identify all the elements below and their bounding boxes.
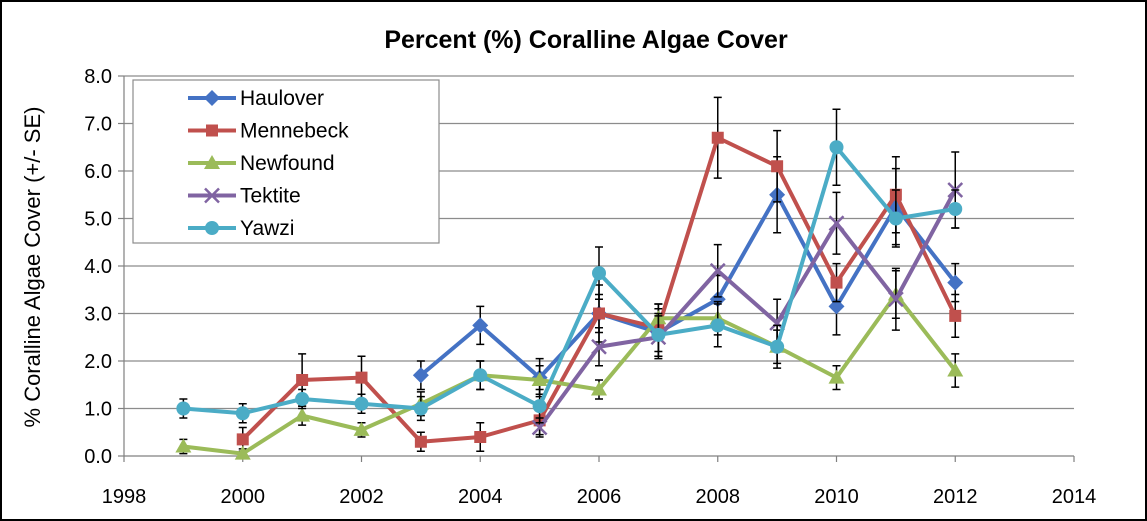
y-tick-label: 1.0: [84, 399, 112, 421]
data-point-yawzi: [651, 327, 666, 342]
legend-item-haulover: Haulover: [188, 87, 324, 110]
y-tick-label: 2.0: [84, 351, 112, 373]
y-tick-label: 6.0: [84, 161, 112, 183]
legend-label-haulover: Haulover: [240, 87, 324, 110]
y-tick-label: 4.0: [84, 256, 112, 278]
legend-item-yawzi: Yawzi: [188, 217, 294, 240]
data-point-tektite: [591, 338, 607, 355]
legend-item-mennebeck: Mennebeck: [188, 120, 349, 143]
x-tick-label: 2000: [221, 486, 266, 508]
data-point-yawzi: [888, 211, 903, 226]
data-point-yawzi: [176, 401, 191, 416]
data-point-yawzi: [473, 368, 488, 383]
data-point-tektite: [709, 262, 726, 279]
legend-box: [132, 79, 440, 244]
chart-title: Percent (%) Coralline Algae Cover: [384, 26, 788, 54]
legend-marker-mennebeck: [206, 124, 218, 137]
legend-label-mennebeck: Mennebeck: [240, 120, 349, 143]
data-point-haulover: [472, 317, 489, 334]
legend-label-yawzi: Yawzi: [240, 217, 294, 240]
data-point-yawzi: [532, 399, 547, 414]
data-point-yawzi: [592, 266, 606, 281]
legend-marker-haulover: [204, 90, 220, 106]
data-point-tektite: [531, 419, 548, 436]
x-tick-label: 2006: [577, 486, 622, 508]
data-point-newfound: [947, 362, 964, 377]
data-point-tektite: [887, 291, 904, 308]
y-tick-label: 8.0: [84, 66, 112, 88]
legend-marker-tektite: [204, 187, 220, 204]
data-point-mennebeck: [593, 307, 605, 320]
data-point-newfound: [531, 372, 548, 386]
data-point-mennebeck: [771, 160, 784, 173]
legend: Haulover Mennebeck Newfound Tektite Yawzi: [132, 79, 440, 244]
data-point-newfound: [294, 407, 311, 422]
data-point-newfound: [828, 369, 845, 384]
data-point-newfound: [591, 381, 607, 396]
y-tick-label: 7.0: [84, 114, 112, 136]
data-point-newfound: [175, 438, 192, 453]
series-line-yawzi: [183, 145, 956, 416]
data-point-mennebeck: [949, 309, 962, 322]
y-tick-label: 5.0: [84, 209, 112, 231]
x-tick-label: 2012: [933, 486, 978, 508]
data-point-mennebeck: [414, 435, 427, 448]
data-point-mennebeck: [474, 431, 487, 443]
x-tick-label: 2010: [814, 486, 859, 508]
legend-marker-yawzi: [205, 221, 219, 235]
legend-marker-newfound: [204, 155, 220, 169]
x-tick-label: 1998: [102, 486, 147, 508]
data-point-mennebeck: [711, 131, 724, 144]
data-point-yawzi: [295, 392, 310, 406]
x-tick-label: 2014: [1052, 486, 1097, 508]
x-tick-label: 2004: [458, 486, 503, 508]
data-point-haulover: [412, 367, 429, 384]
data-point-mennebeck: [296, 374, 309, 386]
legend-item-tektite: Tektite: [188, 185, 301, 208]
legend-label-tektite: Tektite: [240, 185, 301, 208]
series-yawzi: [176, 108, 963, 424]
data-point-yawzi: [354, 396, 369, 411]
y-tick-label: 0.0: [84, 446, 112, 468]
legend-label-newfound: Newfound: [240, 152, 335, 175]
data-point-yawzi: [235, 406, 250, 421]
data-point-yawzi: [829, 140, 844, 155]
y-axis-label: % Coralline Algae Cover (+/- SE): [20, 107, 45, 428]
series-line-haulover: [419, 192, 957, 380]
series-group: [175, 96, 964, 460]
data-point-yawzi: [770, 339, 785, 354]
x-tick-label: 2008: [696, 486, 741, 508]
legend-item-newfound: Newfound: [188, 152, 335, 175]
data-point-mennebeck: [830, 276, 843, 289]
y-tick-label: 3.0: [84, 304, 112, 326]
axes: 0.0 1.0 2.0 3.0 4.0 5.0 6.0 7.0 8.0 1998 2000 2002 2…: [84, 66, 1096, 508]
x-tick-label: 2002: [339, 486, 384, 508]
data-point-newfound: [353, 421, 370, 436]
series-line-tektite: [538, 189, 958, 429]
data-point-newfound: [234, 445, 251, 460]
data-point-mennebeck: [355, 371, 368, 384]
data-point-haulover: [947, 274, 964, 291]
data-point-yawzi: [710, 318, 725, 333]
data-point-mennebeck: [236, 433, 249, 446]
data-point-yawzi: [413, 401, 428, 416]
data-point-yawzi: [948, 202, 963, 216]
data-point-tektite: [828, 215, 845, 232]
